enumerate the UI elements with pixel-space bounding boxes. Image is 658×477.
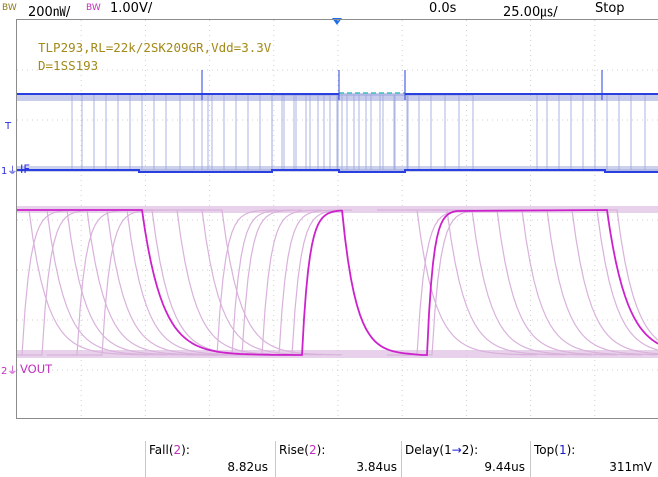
timebase[interactable]: 25.00㎲/	[503, 5, 558, 20]
time-offset[interactable]: 0.0s	[429, 1, 457, 16]
top-measurement-value: 311mV	[609, 460, 652, 474]
vout-persistence-trace	[577, 209, 658, 341]
run-state[interactable]: Stop	[595, 1, 625, 16]
if-channel-label: IF	[20, 162, 31, 176]
vout-persistence-trace	[202, 209, 292, 356]
ch2-scale[interactable]: 1.00V/	[110, 1, 153, 16]
if-persistence-trace	[17, 93, 658, 171]
vout-persistence-trace	[72, 209, 162, 356]
if-persistence-band	[17, 93, 658, 101]
if-persistence-trace	[17, 93, 658, 171]
if-persistence-traces	[17, 93, 658, 172]
vout-persistence-band	[17, 350, 658, 358]
if-persistence-trace	[17, 93, 658, 171]
vout-persistence-trace	[432, 209, 592, 356]
vout-persistence-trace	[532, 209, 658, 355]
vout-persistence-trace	[67, 209, 227, 356]
annotation-line-2: D=1SS193	[38, 58, 99, 73]
if-persistence-trace	[17, 93, 658, 171]
vout-persistence-trace	[232, 209, 322, 356]
rise-measurement-value: 3.84us	[356, 460, 397, 474]
trigger-position-marker[interactable]	[332, 18, 342, 25]
graticule	[17, 20, 658, 420]
trigger-level-marker[interactable]: T	[5, 121, 12, 132]
vout-trace	[17, 209, 658, 356]
if-trace-segment	[17, 169, 658, 173]
if-persistence-trace	[17, 93, 658, 171]
ch1-ground-marker[interactable]: 1⏚	[1, 162, 17, 177]
vout-persistence-trace	[377, 209, 537, 356]
ch1-scale[interactable]: 200㎻/	[28, 5, 71, 20]
ground-icon: ⏚	[7, 166, 18, 177]
fall-measurement-value: 8.82us	[227, 460, 268, 474]
delay-measurement-label[interactable]: Delay(1→2):	[405, 443, 479, 457]
waveform-display: TLP293,RL=22k/2SK209GR,Vdd=3.3V D=1SS193	[0, 19, 658, 420]
vout-persistence-trace	[507, 209, 658, 356]
ch2-ground-marker[interactable]: 2⏚	[1, 362, 17, 377]
ch1-number: 1	[1, 166, 8, 177]
vout-persistence-band	[17, 206, 658, 213]
delay-measurement-value: 9.44us	[484, 460, 525, 474]
top-measurement-label[interactable]: Top(1):	[534, 443, 576, 457]
vout-channel-label: VOUT	[20, 362, 53, 376]
ch2-number: 2	[1, 366, 8, 377]
if-persistence-trace	[17, 93, 658, 171]
measurement-divider	[275, 441, 276, 477]
vout-persistence-trace	[557, 209, 658, 351]
if-persistence-trace	[17, 93, 658, 171]
measurement-divider	[530, 441, 531, 477]
if-persistence-trace	[17, 93, 658, 171]
ch1-bw-indicator: BW	[2, 3, 17, 13]
vout-trace-path	[17, 209, 658, 356]
vout-persistence-trace	[27, 209, 187, 356]
status-bar: BW 200㎻/ BW 1.00V/ 0.0s 25.00㎲/ Stop	[0, 0, 658, 20]
vout-persistence-trace	[182, 209, 342, 356]
waveform-canvas	[0, 20, 658, 420]
if-persistence-trace	[17, 93, 658, 171]
rise-measurement-label[interactable]: Rise(2):	[279, 443, 326, 457]
measurement-divider	[145, 441, 146, 477]
annotation-line-1: TLP293,RL=22k/2SK209GR,Vdd=3.3V	[38, 40, 272, 55]
vout-persistence-trace	[47, 209, 137, 356]
ch2-bw-indicator: BW	[86, 3, 101, 13]
measurement-divider	[401, 441, 402, 477]
vout-persistence-trace	[47, 209, 207, 356]
fall-measurement-label[interactable]: Fall(2):	[149, 443, 190, 457]
if-persistence-trace	[17, 93, 658, 171]
if-trace	[17, 70, 658, 173]
ground-icon: ⏚	[7, 366, 18, 377]
vout-persistence-trace	[402, 209, 492, 356]
